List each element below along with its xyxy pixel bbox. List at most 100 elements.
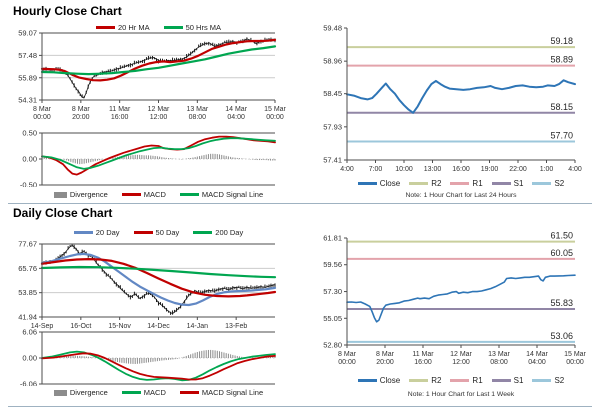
x-tick-label: 15-Nov [108,323,131,330]
x-tick-label: 00:00 [266,114,284,121]
x-tick-label: 14-Jan [187,323,209,330]
legend-item-macd-signal-line: MACD Signal Line [179,388,264,397]
legend-label: MACD [143,388,166,397]
y-tick-label: 0.50 [22,129,37,138]
x-tick-label: 19:00 [481,166,499,173]
daily-macd-legend: Divergence MACD MACD Signal Line [42,388,275,397]
line-swatch-icon [179,193,199,196]
y-tick-label: 55.05 [323,314,342,323]
legend-item-macd-signal-line: MACD Signal Line [179,190,264,199]
close-line [41,38,275,99]
y-tick-label: 41.94 [18,313,37,322]
legend-label: Close [379,376,401,385]
bar-swatch-icon [53,191,67,198]
legend-label: S1 [513,376,524,385]
x-tick-label: 11 Mar [109,106,131,113]
x-tick-label: 08:00 [490,359,508,366]
x-tick-label: 1:00 [540,166,554,173]
daily-macd-chart: 6.06 0.00 -6.06 [20,328,276,386]
pivot-label: 53.06 [550,331,573,341]
legend-label: 20 Hr MA [117,23,150,32]
x-tick-label: 13:00 [424,166,442,173]
legend-item-close: Close [357,179,401,188]
line-swatch-icon [409,182,429,185]
y-tick-label: 0.00 [22,354,37,363]
pivot-label: 61.50 [550,231,573,241]
section-divider-top [8,203,592,204]
line-swatch-icon [73,231,93,234]
daily-section-title: Daily Close Chart [13,206,113,220]
x-tick-label: 20:00 [72,114,90,121]
line-swatch-icon [163,26,183,29]
x-tick-label: 12:00 [452,359,470,366]
x-tick-label: 14 Mar [526,351,548,358]
pivot-label: 60.05 [550,248,573,258]
series-line-20-day [40,252,277,307]
y-tick-label: 58.96 [323,57,342,66]
x-tick-label: 8 Mar [376,351,395,358]
legend-label: Close [379,179,401,188]
x-tick-label: 8 Mar [33,106,52,113]
legend-item-r2: R2 [409,376,441,385]
legend-item-50-hrs-ma: 50 Hrs MA [163,23,221,32]
x-tick-label: 16:00 [452,166,470,173]
legend-label: 20 Day [95,228,120,237]
series-line-50-hrs-ma [40,45,277,76]
legend-label: S2 [554,179,565,188]
series-line-macd-signal-line [41,137,276,170]
y-tick-label: 65.76 [18,264,37,273]
legend-item-macd: MACD [121,388,166,397]
legend-item-s1: S1 [491,376,524,385]
legend-item-divergence: Divergence [53,388,108,397]
line-swatch-icon [532,379,552,382]
x-tick-label: 16-Oct [70,323,91,330]
x-tick-label: 15 Mar [564,351,586,358]
x-tick-label: 14-Sep [31,323,54,330]
y-tick-label: 57.93 [323,122,342,131]
series-line-200-day [40,265,277,279]
line-swatch-icon [450,182,470,185]
hourly-macd-legend: Divergence MACD MACD Signal Line [42,190,275,199]
legend-label: MACD Signal Line [201,388,264,397]
x-tick-label: 4:00 [340,166,354,173]
x-tick-label: 16:00 [111,114,129,121]
y-tick-label: 59.48 [323,24,342,33]
pivot-label: 59.18 [550,36,573,46]
hourly-pivot-chart: 59.18 58.89 58.15 57.70 59.48 58.96 58.45 57.93… [323,24,582,174]
x-tick-label: 22:00 [509,166,527,173]
line-swatch-icon [357,182,377,185]
legend-item-20-hr-ma: 20 Hr MA [95,23,150,32]
series-line-macd [41,350,276,382]
x-tick-label: 14-Dec [147,323,170,330]
line-swatch-icon [532,182,552,185]
legend-label: Divergence [69,388,108,397]
x-tick-label: 7:00 [369,166,383,173]
y-tick-label: 57.30 [323,287,342,296]
legend-label: 50 Day [155,228,180,237]
x-tick-label: 15 Mar [264,106,286,113]
y-tick-label: 53.85 [18,288,37,297]
legend-label: R2 [431,179,442,188]
legend-item-20-day: 20 Day [73,228,120,237]
line-swatch-icon [491,379,511,382]
x-tick-label: 8 Mar [338,351,357,358]
pivot-label: 58.89 [550,55,573,65]
line-swatch-icon [121,391,141,394]
x-tick-label: 13 Mar [488,351,510,358]
y-tick-label: 52.80 [323,341,342,350]
y-tick-label: 61.81 [323,234,342,243]
y-tick-label: 59.07 [18,29,37,38]
series-line-macd-signal-line [41,352,276,381]
legend-item-s2: S2 [532,376,564,385]
x-tick-label: 13-Feb [225,323,247,330]
daily-price-legend: 20 Day 50 Day 200 Day [42,228,275,237]
daily-pivot-legend: Close R2 R1 S1 S2 [347,376,575,385]
legend-item-r1: R1 [450,376,483,385]
legend-label: MACD Signal Line [201,190,264,199]
daily-pivot-note: Note: 1 Hour Chart for Last 1 Week [407,391,515,398]
hourly-price-legend: 20 Hr MA 50 Hrs MA [42,23,275,32]
x-tick-label: 10:00 [395,166,413,173]
hourly-pivot-legend: Close R2 R1 S1 S2 [347,179,575,188]
